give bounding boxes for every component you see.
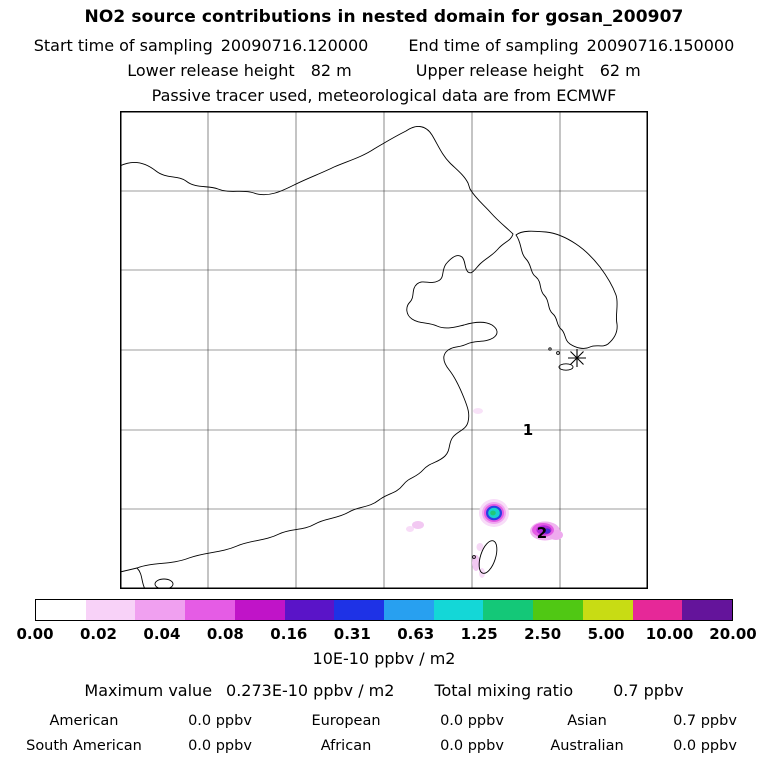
- small-island: [548, 347, 552, 351]
- colorbar-segment: [433, 600, 484, 620]
- colorbar-tick-label: 20.00: [709, 625, 757, 643]
- colorbar-unit-label: 10E-10 ppbv / m2: [312, 649, 456, 668]
- tracer-line: Passive tracer used, meteorological data…: [0, 86, 768, 105]
- lower-release-pair: Lower release height 82 m: [127, 61, 351, 80]
- map-svg: 1 2: [120, 111, 648, 589]
- colorbar-segment: [483, 600, 534, 620]
- total-mixing-ratio-value: 0.7 ppbv: [613, 681, 684, 700]
- upper-release-value: 62 m: [599, 61, 641, 80]
- region-label: Australian: [550, 738, 624, 754]
- china-coastline: [120, 188, 514, 573]
- colorbar-segment: [384, 600, 434, 620]
- korea-coastline: [515, 230, 618, 349]
- region-value: 0.0 ppbv: [440, 713, 504, 729]
- colorbar-segment: [284, 600, 335, 620]
- maximum-value: 0.273E-10 ppbv / m2: [226, 681, 395, 700]
- colorbar-segment: [234, 600, 285, 620]
- region-label: Asian: [567, 713, 607, 729]
- region-label: American: [49, 713, 119, 729]
- stats-summary-line: Maximum value 0.273E-10 ppbv / m2 Total …: [0, 681, 768, 700]
- taiwan-island: [478, 540, 498, 574]
- region-value: 0.0 ppbv: [188, 713, 252, 729]
- plot-title: NO2 source contributions in nested domai…: [84, 7, 684, 27]
- concentration-plumes: [406, 408, 563, 578]
- map-panel: 1 2: [120, 111, 648, 589]
- hainan-island: [154, 578, 174, 589]
- tracer-line-text: Passive tracer used, meteorological data…: [151, 86, 617, 105]
- region-label: African: [320, 738, 372, 754]
- region-label: South American: [26, 738, 142, 754]
- small-island: [556, 351, 560, 355]
- start-time-label: Start time of sampling: [33, 36, 213, 55]
- colorbar-tick-label: 0.31: [333, 625, 371, 643]
- colorbar: [35, 599, 733, 621]
- region-value: 0.0 ppbv: [188, 738, 252, 754]
- region-contributions: American 0.0 ppbv European 0.0 ppbv Asian 0.7…: [0, 713, 768, 754]
- maximum-value-label: Maximum value: [84, 681, 213, 700]
- start-time-value: 20090716.120000: [220, 36, 369, 55]
- colorbar-segment: [682, 600, 733, 620]
- coastlines: [120, 126, 618, 589]
- total-mixing-ratio-label: Total mixing ratio: [434, 681, 574, 700]
- colorbar-tick-label: 5.00: [587, 625, 625, 643]
- leizhou-peninsula: [136, 567, 146, 589]
- graticule-grid: [120, 111, 648, 589]
- colorbar-segment: [582, 600, 633, 620]
- cluster-label-2: 2: [537, 524, 547, 542]
- cluster-label-1: 1: [523, 421, 533, 439]
- colorbar-tick-label: 0.63: [397, 625, 435, 643]
- mongolia-border: [120, 126, 471, 196]
- colorbar-tick-label: 2.50: [524, 625, 562, 643]
- colorbar-tick-label: 10.00: [645, 625, 694, 643]
- end-time-pair: End time of sampling 20090716.150000: [408, 36, 734, 55]
- colorbar-panel: 0.00 0.02 0.04 0.08 0.16 0.31 0.63 1.25 2.50 5.00…: [16, 599, 757, 668]
- colorbar-tick-label: 0.08: [206, 625, 244, 643]
- region-value: 0.0 ppbv: [673, 738, 737, 754]
- stats-panel: Maximum value 0.273E-10 ppbv / m2 Total …: [0, 681, 768, 754]
- lower-release-label: Lower release height: [127, 61, 295, 80]
- release-heights-line: Lower release height 82 m Upper release h…: [0, 61, 768, 80]
- end-time-label: End time of sampling: [408, 36, 579, 55]
- region-label: European: [311, 713, 381, 729]
- start-time-pair: Start time of sampling 20090716.120000: [34, 36, 369, 55]
- colorbar-segment: [36, 600, 86, 620]
- colorbar-tick-label: 0.16: [270, 625, 308, 643]
- region-value: 0.7 ppbv: [673, 713, 737, 729]
- upper-release-pair: Upper release height 62 m: [416, 61, 641, 80]
- colorbar-tick-label: 1.25: [460, 625, 498, 643]
- lower-release-value: 82 m: [310, 61, 352, 80]
- colorbar-segment: [185, 600, 235, 620]
- colorbar-ticks: 0.00 0.02 0.04 0.08 0.16 0.31 0.63 1.25 2.50 5.00…: [16, 625, 756, 644]
- colorbar-tick-label: 0.04: [143, 625, 181, 643]
- upper-release-label: Upper release height: [415, 61, 584, 80]
- jeju-island: [558, 363, 574, 371]
- colorbar-segment: [334, 600, 385, 620]
- colorbar-segment: [85, 600, 136, 620]
- region-value: 0.0 ppbv: [440, 738, 504, 754]
- station-marker-asterisk-icon: [568, 349, 586, 367]
- sampling-times-line: Start time of sampling 20090716.120000 En…: [0, 36, 768, 55]
- colorbar-segment: [135, 600, 186, 620]
- colorbar-tick-label: 0.00: [16, 625, 54, 643]
- colorbar-segment: [533, 600, 583, 620]
- colorbar-segment: [632, 600, 683, 620]
- map-border: [120, 111, 648, 589]
- plot-header: NO2 source contributions in nested domai…: [0, 0, 768, 105]
- penghu-island: [472, 555, 476, 559]
- colorbar-tick-label: 0.02: [79, 625, 117, 643]
- end-time-value: 20090716.150000: [586, 36, 735, 55]
